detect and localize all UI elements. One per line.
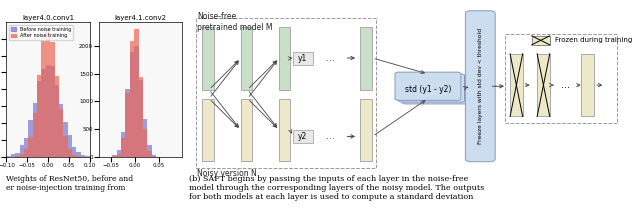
Bar <box>116 150 121 157</box>
FancyBboxPatch shape <box>465 11 495 162</box>
FancyBboxPatch shape <box>292 52 313 65</box>
Bar <box>85 156 90 157</box>
Bar <box>42 69 46 157</box>
Bar <box>134 46 139 157</box>
Bar <box>196 18 376 168</box>
Bar <box>11 154 15 157</box>
FancyBboxPatch shape <box>202 99 214 161</box>
Text: std (y1 - y2): std (y1 - y2) <box>404 85 451 94</box>
Legend: Before noise training, After noise training: Before noise training, After noise train… <box>9 25 73 40</box>
Bar <box>125 89 130 157</box>
Bar <box>46 65 50 157</box>
Bar <box>6 156 11 157</box>
Bar <box>68 149 72 157</box>
Bar <box>130 52 134 157</box>
FancyBboxPatch shape <box>510 54 523 116</box>
Bar <box>20 145 24 157</box>
Bar <box>139 80 143 157</box>
Text: Weights of ResNet50, before and
er noise-injection training from: Weights of ResNet50, before and er noise… <box>6 175 134 192</box>
Bar <box>33 113 37 157</box>
Text: Frozen during training: Frozen during training <box>555 37 632 43</box>
Bar <box>116 154 121 157</box>
FancyBboxPatch shape <box>395 72 461 100</box>
Bar <box>63 136 68 157</box>
FancyBboxPatch shape <box>581 54 594 116</box>
Bar <box>68 135 72 157</box>
Bar <box>20 154 24 157</box>
Bar <box>28 137 33 157</box>
Bar <box>504 34 618 123</box>
Bar <box>15 153 20 157</box>
Bar <box>42 41 46 157</box>
Bar <box>72 146 76 157</box>
Bar <box>63 123 68 157</box>
Text: ...: ... <box>326 131 335 141</box>
Text: Noisy version N: Noisy version N <box>197 169 257 178</box>
Bar <box>143 129 147 157</box>
FancyBboxPatch shape <box>402 76 468 104</box>
FancyBboxPatch shape <box>279 27 291 90</box>
Bar <box>37 75 42 157</box>
Bar <box>147 151 152 157</box>
Bar <box>37 81 42 157</box>
Bar <box>113 155 116 157</box>
Bar <box>24 149 28 157</box>
FancyBboxPatch shape <box>279 99 291 161</box>
Text: y1: y1 <box>298 54 307 62</box>
FancyBboxPatch shape <box>399 74 465 102</box>
Bar <box>134 29 139 157</box>
Bar <box>54 76 59 157</box>
Bar <box>81 155 85 157</box>
Bar <box>33 103 37 157</box>
FancyBboxPatch shape <box>360 99 372 161</box>
Bar <box>143 119 147 157</box>
Bar <box>152 156 156 157</box>
Text: Freeze layers with std dev < threshold: Freeze layers with std dev < threshold <box>478 28 483 144</box>
Bar <box>130 41 134 157</box>
Text: Noise-free
pretrained model M: Noise-free pretrained model M <box>197 12 273 32</box>
Title: layer4.1.conv2: layer4.1.conv2 <box>115 15 167 21</box>
Bar <box>121 138 125 157</box>
Bar <box>50 66 54 157</box>
Bar <box>147 145 152 157</box>
Bar <box>72 155 76 157</box>
Bar <box>125 93 130 157</box>
Text: ...: ... <box>326 53 335 63</box>
FancyBboxPatch shape <box>537 54 550 116</box>
Bar <box>76 152 81 157</box>
Title: layer4.0.conv1: layer4.0.conv1 <box>22 15 74 21</box>
Bar <box>121 132 125 157</box>
Bar <box>59 104 63 157</box>
Bar <box>46 29 50 157</box>
Text: y2: y2 <box>298 132 307 141</box>
Text: (b) SAFT begins by passing the inputs of each layer in the noise-free
model thro: (b) SAFT begins by passing the inputs of… <box>189 175 484 201</box>
FancyBboxPatch shape <box>532 36 550 45</box>
Bar <box>24 138 28 157</box>
FancyBboxPatch shape <box>202 27 214 90</box>
Bar <box>54 85 59 157</box>
Bar <box>139 77 143 157</box>
Bar <box>76 156 81 157</box>
FancyBboxPatch shape <box>360 27 372 90</box>
Bar <box>50 43 54 157</box>
Text: ...: ... <box>561 80 570 90</box>
FancyBboxPatch shape <box>241 27 252 90</box>
Bar <box>59 109 63 157</box>
Bar <box>15 156 20 157</box>
Bar <box>152 155 156 157</box>
FancyBboxPatch shape <box>241 99 252 161</box>
FancyBboxPatch shape <box>292 130 313 143</box>
Bar <box>28 120 33 157</box>
